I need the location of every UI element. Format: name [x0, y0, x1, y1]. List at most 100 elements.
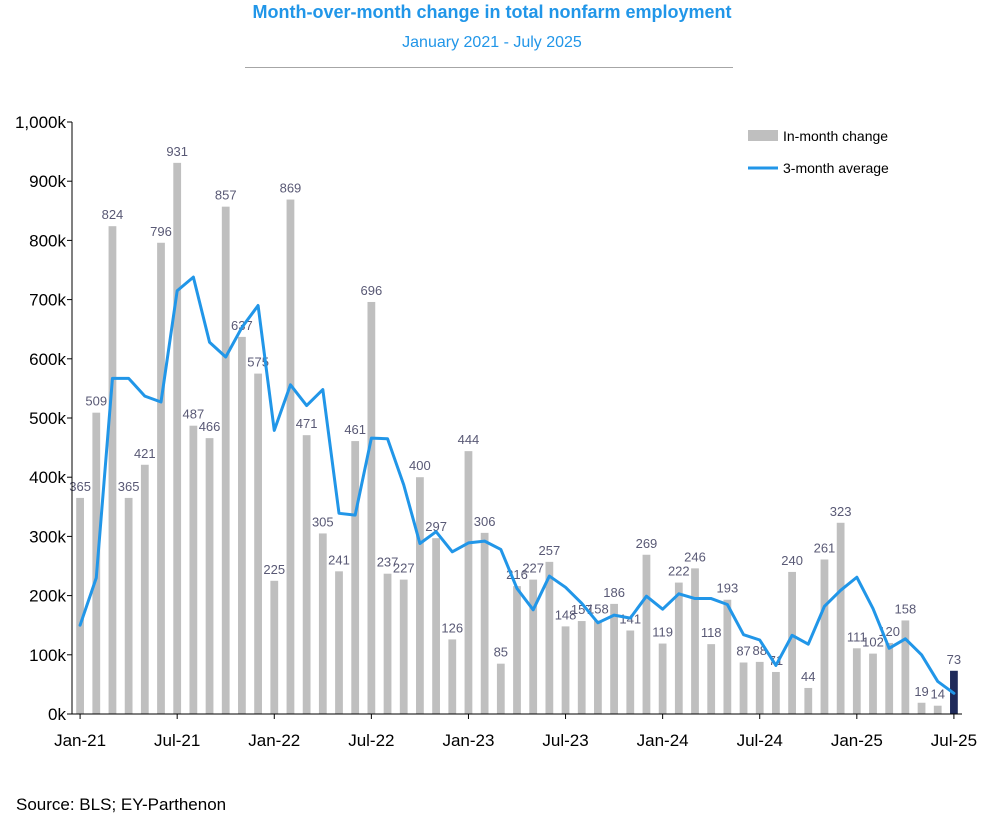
- bar: [367, 301, 376, 714]
- bar-value-label: 306: [474, 514, 496, 529]
- bar: [610, 603, 618, 714]
- y-tick-label: 700k: [29, 291, 66, 310]
- bar: [302, 435, 311, 714]
- bar-value-label: 487: [183, 407, 205, 422]
- bar-series: [76, 162, 958, 715]
- bar-value-label: 241: [328, 552, 350, 567]
- employment-chart: 3655098243654217969314874668576375752258…: [15, 113, 977, 750]
- bar-value-label: 85: [494, 645, 508, 660]
- y-tick-label: 500k: [29, 409, 66, 428]
- bar: [254, 373, 262, 714]
- x-tick-label: Jul-25: [931, 731, 977, 750]
- bar: [513, 586, 521, 714]
- bar-value-label: 509: [85, 394, 107, 409]
- x-tick-label: Jan-22: [248, 731, 300, 750]
- x-tick-label: Jan-23: [442, 731, 494, 750]
- bar-value-label: 102: [862, 635, 884, 650]
- x-tick-label: Jul-24: [737, 731, 783, 750]
- bar: [383, 573, 392, 714]
- bar: [836, 522, 845, 714]
- bar: [205, 438, 214, 714]
- chart-legend: In-month change 3-month average: [748, 128, 889, 176]
- bar-value-label: 857: [215, 188, 237, 203]
- bar: [140, 464, 149, 714]
- bar-value-label: 269: [636, 536, 658, 551]
- y-axis-ticks: 0k 100k 200k 300k 400k 500k 600k 700k 800k 900k 1,…: [15, 113, 72, 724]
- bar: [739, 662, 748, 714]
- bar: [804, 687, 813, 714]
- y-tick-label: 1,000k: [15, 113, 67, 132]
- bar: [351, 441, 360, 714]
- bar-value-label: 246: [684, 549, 706, 564]
- bar: [464, 451, 473, 714]
- y-tick-label: 800k: [29, 231, 66, 250]
- x-axis-ticks: Jan-21 Jul-21 Jan-22 Jul-22 Jan-23 Jul-23 Jan-…: [54, 714, 977, 750]
- three-month-average-line: [78, 275, 956, 695]
- bar: [496, 663, 505, 714]
- bar-value-label: 44: [801, 669, 815, 684]
- bar-value-label: 696: [361, 283, 383, 298]
- x-tick-label: Jan-25: [831, 731, 883, 750]
- bar-value-label: 931: [166, 144, 188, 159]
- bar: [772, 671, 780, 714]
- bar: [626, 630, 635, 714]
- bar-value-label: 193: [717, 581, 739, 596]
- bar-value-label: 237: [377, 555, 399, 570]
- bar-value-label: 227: [393, 561, 415, 576]
- bar-value-label: 365: [69, 479, 91, 494]
- chart-title: Month-over-month change in total nonfarm…: [252, 2, 732, 22]
- bar: [270, 580, 279, 714]
- bar: [869, 653, 877, 714]
- bar-value-label: 158: [895, 601, 917, 616]
- x-tick-label: Jan-24: [637, 731, 689, 750]
- bar: [577, 621, 586, 714]
- bar-value-label: 227: [522, 561, 544, 576]
- bar: [788, 571, 796, 714]
- bar: [480, 532, 489, 714]
- bar-value-label: 126: [441, 620, 463, 635]
- bar: [545, 561, 554, 714]
- y-tick-label: 400k: [29, 468, 66, 487]
- bar: [189, 425, 198, 714]
- bar: [221, 206, 230, 714]
- bar: [594, 620, 602, 714]
- y-tick-label: 300k: [29, 527, 66, 546]
- bar-value-label: 297: [425, 519, 447, 534]
- bar: [820, 559, 829, 714]
- bar-value-label: 869: [280, 181, 302, 196]
- bar: [755, 661, 764, 714]
- y-tick-label: 100k: [29, 646, 66, 665]
- bar-value-label: 186: [603, 585, 625, 600]
- bar: [852, 648, 861, 714]
- bar-value-label: 305: [312, 514, 334, 529]
- bar: [318, 533, 327, 714]
- bar: [335, 571, 343, 714]
- y-tick-label: 900k: [29, 172, 66, 191]
- bar-value-label: 14: [930, 687, 944, 702]
- bar: [432, 538, 440, 714]
- bar: [674, 582, 683, 714]
- bar-value-label: 261: [814, 540, 836, 555]
- title-divider: [245, 67, 733, 68]
- bar: [707, 644, 716, 714]
- x-tick-label: Jan-21: [54, 731, 106, 750]
- bar-value-label: 461: [344, 422, 366, 437]
- chart-subtitle: January 2021 - July 2025: [402, 34, 582, 51]
- bar: [642, 554, 651, 714]
- bar: [108, 226, 117, 714]
- bar-value-label: 471: [296, 416, 318, 431]
- legend-label-in-month: In-month change: [783, 128, 888, 144]
- x-tick-label: Jul-23: [542, 731, 588, 750]
- bar-value-label: 157: [571, 602, 593, 617]
- bar-value-label: 222: [668, 564, 690, 579]
- bar-value-label: 466: [199, 419, 221, 434]
- source-note: Source: BLS; EY-Parthenon: [16, 795, 227, 814]
- bar: [448, 639, 457, 714]
- y-tick-label: 0k: [48, 705, 66, 724]
- bar: [124, 497, 133, 714]
- bar-value-label: 365: [118, 479, 140, 494]
- bar-value-labels: 3655098243654217969314874668576375752258…: [69, 144, 961, 702]
- bar: [399, 579, 408, 714]
- bar-value-label: 118: [701, 625, 722, 640]
- y-tick-label: 600k: [29, 350, 66, 369]
